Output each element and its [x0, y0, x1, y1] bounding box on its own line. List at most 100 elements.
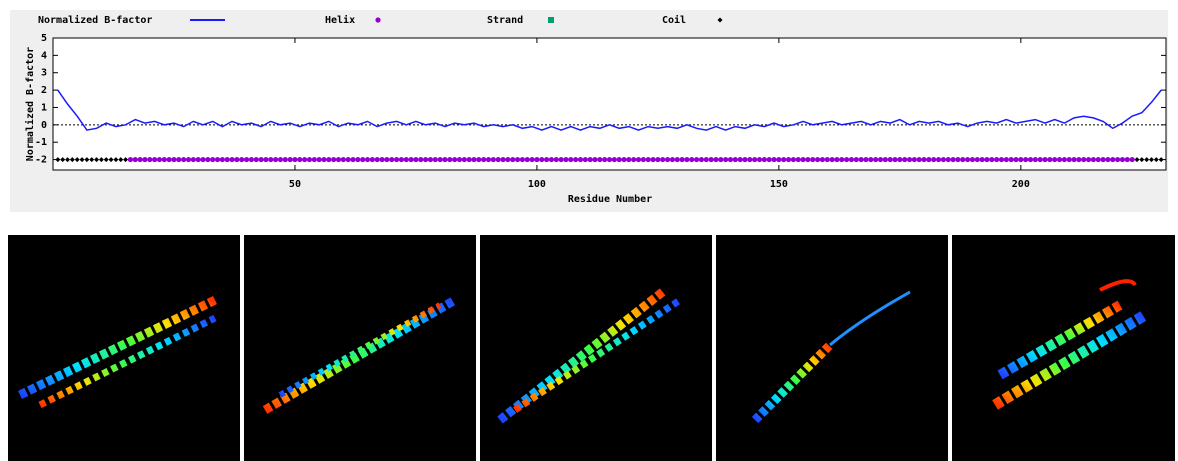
helix-marker: [162, 157, 167, 162]
helix-marker: [670, 157, 675, 162]
helix-marker: [718, 157, 723, 162]
page: Residue Number Normalized B-factor -2-10…: [0, 0, 1178, 461]
helix-marker: [723, 157, 728, 162]
helix-marker: [346, 157, 351, 162]
helix-marker: [457, 157, 462, 162]
helix-marker: [810, 157, 815, 162]
screen: Residue Number Normalized B-factor -2-10…: [0, 0, 1178, 461]
helix-marker: [989, 157, 994, 162]
helix-marker: [679, 157, 684, 162]
helix-marker: [709, 157, 714, 162]
helix-marker: [994, 157, 999, 162]
helix-marker: [752, 157, 757, 162]
helix-marker: [907, 157, 912, 162]
helix-marker: [936, 157, 941, 162]
helix-marker: [689, 157, 694, 162]
legend-label: Helix: [325, 14, 355, 26]
helix-marker: [694, 157, 699, 162]
helix-marker: [1062, 157, 1067, 162]
helix-marker: [539, 157, 544, 162]
helix-marker: [365, 157, 370, 162]
helix-marker: [815, 157, 820, 162]
helix-marker: [684, 157, 689, 162]
helix-marker: [321, 157, 326, 162]
x-axis-label: Residue Number: [568, 193, 652, 205]
helix-marker: [588, 157, 593, 162]
helix-marker: [675, 157, 680, 162]
image-panel: [952, 235, 1175, 461]
helix-marker: [326, 157, 331, 162]
helix-marker: [297, 157, 302, 162]
helix-marker: [834, 157, 839, 162]
helix-marker: [229, 157, 234, 162]
helix-marker: [776, 157, 781, 162]
helix-marker: [200, 157, 205, 162]
legend-marker: [375, 17, 380, 22]
helix-marker: [728, 157, 733, 162]
helix-marker: [418, 157, 423, 162]
helix-marker: [1096, 157, 1101, 162]
helix-marker: [375, 157, 380, 162]
helix-marker: [1091, 157, 1096, 162]
helix-marker: [592, 157, 597, 162]
helix-marker: [767, 157, 772, 162]
helix-marker: [602, 157, 607, 162]
helix-marker: [902, 157, 907, 162]
helix-marker: [467, 157, 472, 162]
helix-marker: [510, 157, 515, 162]
helix-marker: [844, 157, 849, 162]
helix-marker: [699, 157, 704, 162]
helix-marker: [941, 157, 946, 162]
legend-label: Coil: [662, 14, 686, 26]
legend-label: Normalized B-factor: [38, 14, 152, 26]
helix-marker: [636, 157, 641, 162]
helix-marker: [617, 157, 622, 162]
helix-marker: [191, 157, 196, 162]
helix-marker: [1076, 157, 1081, 162]
helix-marker: [167, 157, 172, 162]
helix-marker: [128, 157, 133, 162]
helix-marker: [1130, 157, 1135, 162]
helix-marker: [486, 157, 491, 162]
helix-marker: [268, 157, 273, 162]
helix-marker: [563, 157, 568, 162]
y-tick-label: 4: [41, 50, 47, 61]
helix-marker: [612, 157, 617, 162]
helix-marker: [757, 157, 762, 162]
helix-marker: [1067, 157, 1072, 162]
helix-marker: [825, 157, 830, 162]
helix-marker: [505, 157, 510, 162]
helix-marker: [970, 157, 975, 162]
helix-marker: [1071, 157, 1076, 162]
helix-marker: [641, 157, 646, 162]
helix-marker: [292, 157, 297, 162]
helix-marker: [171, 157, 176, 162]
helix-marker: [1018, 157, 1023, 162]
helix-marker: [544, 157, 549, 162]
helix-marker: [921, 157, 926, 162]
helix-marker: [520, 157, 525, 162]
y-tick-label: 0: [41, 120, 47, 131]
helix-marker: [631, 157, 636, 162]
helix-marker: [960, 157, 965, 162]
helix-marker: [742, 157, 747, 162]
helix-marker: [534, 157, 539, 162]
helix-marker: [196, 157, 201, 162]
helix-marker: [525, 157, 530, 162]
helix-marker: [597, 157, 602, 162]
helix-marker: [312, 157, 317, 162]
helix-marker: [578, 157, 583, 162]
helix-marker: [138, 157, 143, 162]
helix-marker: [404, 157, 409, 162]
helix-marker: [1100, 157, 1105, 162]
helix-marker: [771, 157, 776, 162]
helix-marker: [496, 157, 501, 162]
helix-marker: [621, 157, 626, 162]
helix-marker: [428, 157, 433, 162]
helix-marker: [820, 157, 825, 162]
helix-marker: [912, 157, 917, 162]
helix-marker: [205, 157, 210, 162]
helix-marker: [1086, 157, 1091, 162]
helix-marker: [800, 157, 805, 162]
x-tick-label: 150: [770, 179, 788, 190]
